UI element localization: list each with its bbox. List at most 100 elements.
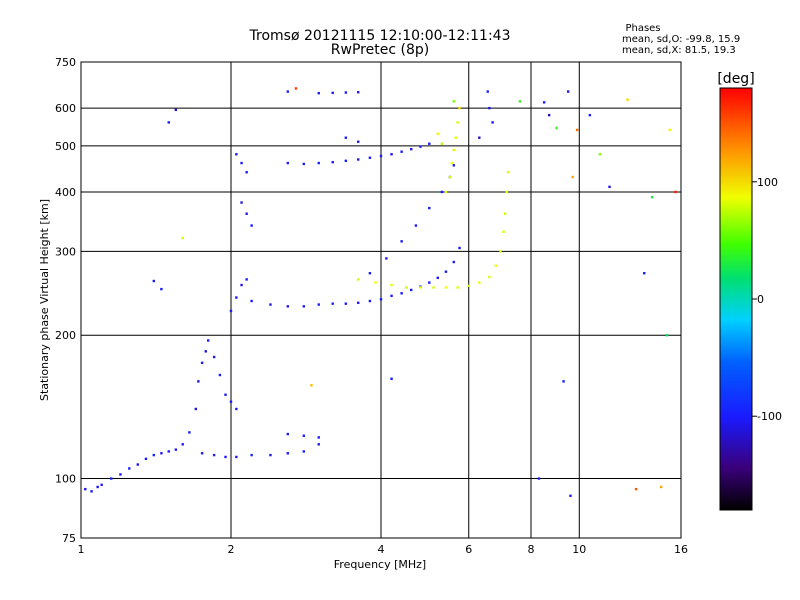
data-point (478, 136, 481, 139)
data-point (562, 380, 565, 383)
data-point (128, 467, 131, 470)
data-point (331, 302, 334, 305)
data-point (160, 287, 163, 291)
y-tick-labels: 75 100 200 300 400 500 600 750 (55, 56, 76, 545)
y-tick-label: 600 (55, 102, 76, 115)
colorbar-tick-label: 100 (757, 176, 778, 189)
data-point (428, 142, 431, 145)
data-point (218, 373, 222, 377)
data-point (240, 283, 243, 287)
data-point (436, 132, 439, 135)
data-point (344, 136, 348, 139)
data-point (458, 106, 461, 110)
data-point (608, 185, 611, 189)
data-point (488, 275, 491, 279)
data-point (643, 272, 646, 275)
data-point (224, 455, 227, 459)
data-point (566, 90, 570, 93)
y-tick-label: 750 (55, 56, 76, 69)
data-point (452, 260, 456, 264)
data-point (269, 303, 272, 306)
x-tick-label: 16 (674, 543, 688, 556)
data-point (245, 212, 248, 215)
data-point (317, 436, 320, 439)
data-point (537, 477, 541, 480)
data-point (419, 286, 422, 289)
data-point (588, 113, 592, 117)
data-point (502, 230, 505, 233)
data-point (100, 483, 103, 487)
data-point (390, 283, 393, 287)
y-tick-label: 75 (62, 532, 76, 545)
data-point (110, 477, 113, 480)
data-point (200, 452, 204, 455)
data-point (547, 113, 551, 117)
y-axis-label: Stationary phase Virtual Height [km] (38, 199, 51, 401)
data-points (84, 87, 677, 497)
colorbar-ticks: 100 0 -100 (752, 176, 782, 423)
y-tick-label: 500 (55, 140, 76, 153)
data-point (440, 142, 444, 145)
data-point (331, 91, 334, 95)
data-point (286, 432, 289, 436)
data-point (410, 288, 413, 292)
data-point (181, 443, 184, 446)
data-point (456, 286, 459, 289)
data-point (542, 101, 546, 104)
data-point (174, 448, 178, 451)
stats-x-mode: mean, sd,X: 81.5, 19.3 (622, 45, 736, 56)
data-point (96, 485, 99, 489)
data-point (410, 147, 413, 151)
x-axis-label: Frequency [MHz] (334, 558, 426, 571)
y-tick-label: 200 (55, 329, 76, 342)
grid-lines (81, 62, 681, 538)
data-point (144, 457, 148, 461)
data-point (90, 490, 93, 493)
data-point (224, 393, 227, 396)
data-point (302, 162, 306, 166)
data-point (240, 201, 243, 204)
data-point (571, 175, 574, 179)
data-point (356, 278, 360, 281)
data-point (368, 156, 372, 159)
x-tick-label: 2 (228, 543, 235, 556)
x-tick-label: 8 (528, 543, 535, 556)
data-point (181, 236, 184, 240)
data-point (250, 453, 253, 457)
data-point (452, 100, 456, 103)
data-point (235, 153, 238, 156)
data-point (626, 98, 629, 101)
data-point (659, 485, 663, 489)
data-point (356, 91, 360, 94)
data-point (317, 303, 320, 306)
data-point (317, 443, 320, 446)
data-point (400, 150, 403, 153)
x-tick-label: 10 (572, 543, 586, 556)
data-point (197, 380, 200, 383)
data-point (518, 100, 522, 103)
data-point (390, 153, 393, 156)
data-point (456, 121, 459, 124)
data-point (294, 87, 298, 90)
data-point (379, 154, 383, 158)
data-point (245, 171, 248, 174)
data-point (379, 298, 383, 301)
colorbar-tick-label: -100 (757, 410, 782, 423)
data-point (452, 148, 456, 152)
data-point (414, 224, 418, 227)
data-point (454, 136, 457, 139)
data-point (152, 453, 156, 457)
x-tick-label: 6 (465, 543, 472, 556)
data-point (575, 128, 579, 132)
data-point (235, 455, 238, 459)
data-point (467, 284, 470, 288)
data-point (634, 487, 638, 491)
data-point (212, 355, 216, 359)
data-point (160, 452, 163, 455)
stats-o-mode: mean, sd,O: -99.8, 15.9 (622, 34, 740, 45)
data-point (569, 494, 572, 497)
data-point (302, 434, 306, 437)
data-point (344, 302, 348, 305)
data-point (436, 276, 439, 280)
data-point (250, 299, 253, 303)
